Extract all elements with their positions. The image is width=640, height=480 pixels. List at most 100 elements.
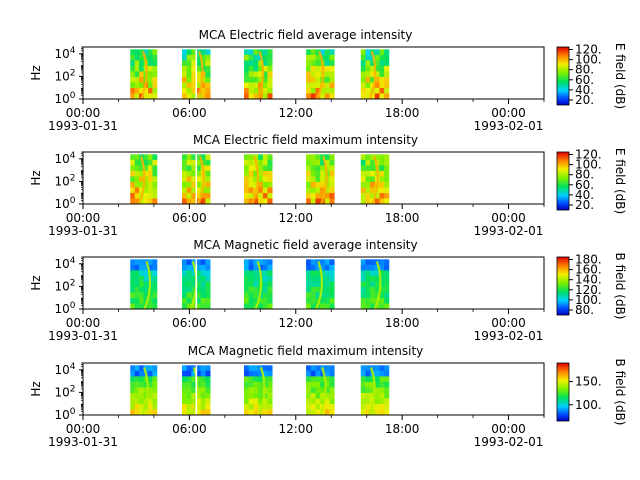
x-tick-date: 1993-02-01 (474, 224, 544, 238)
colorbar-tick-label: 100. (575, 158, 602, 172)
x-tick-label: 00:00 (66, 106, 101, 120)
spectrogram-panel-2: MCA Electric field maximum intensity Hz 10… (29, 133, 627, 238)
spectrogram-panel-4: MCA Magnetic field maximum intensity Hz 10… (29, 344, 627, 449)
y-tick-label: 104 (54, 151, 75, 166)
spectrogram-panel-1: MCA Electric field average intensity Hz 10… (29, 28, 627, 133)
y-axis-label: Hz (29, 275, 43, 290)
spectrogram-block (130, 49, 158, 100)
colorbar-tick-label: 120. (575, 148, 602, 162)
x-tick-label: 18:00 (385, 422, 420, 436)
colorbar-tick-label: 60. (575, 73, 594, 87)
x-tick-label: 00:00 (491, 422, 526, 436)
spectrogram-block (182, 49, 211, 100)
spectrogram-block (244, 49, 273, 100)
colorbar: 80.100.120.140.160.180. B field (dB) (556, 253, 627, 320)
y-axis-label: Hz (29, 381, 43, 396)
spectrogram-block (360, 154, 390, 205)
colorbar-tick-label: 140. (575, 273, 602, 287)
colorbar-tick-label: 150. (575, 375, 602, 389)
x-tick-label: 18:00 (385, 106, 420, 120)
x-tick-date: 1993-02-01 (474, 435, 544, 449)
panel-title: MCA Electric field average intensity (199, 28, 413, 42)
colorbar-tick-label: 20. (575, 93, 594, 107)
y-tick-label: 100 (54, 91, 75, 106)
spectrogram-block (360, 49, 390, 100)
spectrogram-block (244, 154, 273, 205)
x-tick-label: 00:00 (491, 316, 526, 330)
colorbar-tick-label: 80. (575, 303, 594, 317)
x-tick-label: 18:00 (385, 316, 420, 330)
x-tick-label: 00:00 (66, 316, 101, 330)
x-tick-label: 06:00 (172, 422, 207, 436)
y-tick-label: 100 (54, 407, 75, 422)
y-tick-label: 104 (54, 362, 75, 377)
spectrogram-block (182, 365, 211, 416)
y-tick-label: 100 (54, 301, 75, 316)
colorbar-tick-label: 120. (575, 43, 602, 57)
y-tick-label: 104 (54, 256, 75, 271)
colorbar-tick-label: 60. (575, 178, 594, 192)
colorbar-tick-label: 180. (575, 253, 602, 267)
y-tick-label: 102 (54, 384, 75, 399)
spectrogram-block (360, 259, 390, 310)
spectrogram-block (130, 259, 158, 310)
x-tick-label: 00:00 (491, 211, 526, 225)
spectrogram-panel-3: MCA Magnetic field average intensity Hz 10… (29, 238, 627, 343)
colorbar-tick-label: 80. (575, 63, 594, 77)
spectrogram-block (306, 154, 335, 205)
x-tick-label: 06:00 (172, 316, 207, 330)
x-tick-label: 00:00 (66, 211, 101, 225)
spectrogram-block (360, 365, 390, 416)
x-tick-date: 1993-02-01 (474, 329, 544, 343)
x-tick-label: 06:00 (172, 211, 207, 225)
colorbar-label: B field (dB) (613, 253, 627, 320)
x-tick-label: 12:00 (278, 106, 313, 120)
x-tick-date: 1993-01-31 (48, 329, 118, 343)
spectrogram-block (306, 259, 335, 310)
y-tick-label: 102 (54, 68, 75, 83)
y-tick-label: 102 (54, 173, 75, 188)
x-tick-label: 00:00 (66, 422, 101, 436)
spectrogram-block (130, 154, 158, 205)
y-tick-label: 104 (54, 46, 75, 61)
spectrogram-block (182, 259, 211, 310)
x-tick-date: 1993-01-31 (48, 435, 118, 449)
colorbar-tick-label: 160. (575, 263, 602, 277)
colorbar-label: B field (dB) (613, 359, 627, 426)
spectrogram-block (244, 365, 273, 416)
spectrogram-block (306, 49, 335, 100)
colorbar-tick-label: 40. (575, 188, 594, 202)
colorbar-tick-label: 20. (575, 198, 594, 212)
x-tick-label: 12:00 (278, 422, 313, 436)
x-tick-label: 12:00 (278, 211, 313, 225)
colorbar-tick-label: 80. (575, 168, 594, 182)
x-tick-label: 12:00 (278, 316, 313, 330)
colorbar: 20.40.60.80.100.120. E field (dB) (556, 148, 627, 214)
y-tick-label: 102 (54, 278, 75, 293)
colorbar-label: E field (dB) (613, 148, 627, 214)
panel-title: MCA Electric field maximum intensity (193, 133, 418, 147)
x-tick-date: 1993-02-01 (474, 119, 544, 133)
x-tick-label: 00:00 (491, 106, 526, 120)
spectrogram-block (306, 365, 335, 416)
panel-title: MCA Magnetic field maximum intensity (188, 344, 424, 358)
x-tick-date: 1993-01-31 (48, 224, 118, 238)
x-tick-label: 18:00 (385, 211, 420, 225)
x-tick-date: 1993-01-31 (48, 119, 118, 133)
y-tick-label: 100 (54, 196, 75, 211)
colorbar-tick-label: 120. (575, 283, 602, 297)
x-tick-label: 06:00 (172, 106, 207, 120)
y-axis-label: Hz (29, 170, 43, 185)
y-axis-label: Hz (29, 65, 43, 80)
colorbar-tick-label: 100. (575, 53, 602, 67)
colorbar: 20.40.60.80.100.120. E field (dB) (556, 43, 627, 109)
panel-title: MCA Magnetic field average intensity (193, 238, 417, 252)
colorbar: 100. 150. B field (dB) (556, 359, 627, 426)
colorbar-tick-label: 100. (575, 398, 602, 412)
colorbar-tick-label: 100. (575, 293, 602, 307)
spectrogram-block (182, 154, 211, 205)
spectrogram-block (130, 365, 158, 416)
colorbar-tick-label: 40. (575, 83, 594, 97)
colorbar-label: E field (dB) (613, 43, 627, 109)
